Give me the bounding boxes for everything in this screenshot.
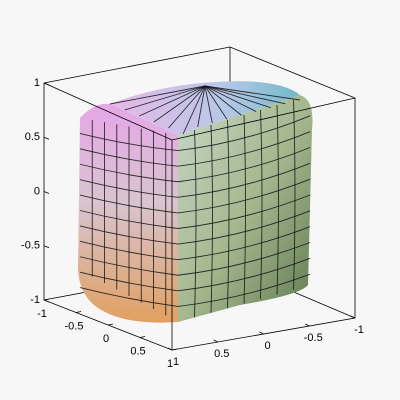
y-tick-label: 0.5 <box>214 348 229 360</box>
x-tick-label: -0.5 <box>65 320 84 332</box>
y-tick-label: -0.5 <box>304 332 323 344</box>
surface-left <box>78 103 178 323</box>
mesh-line <box>79 226 311 261</box>
mesh-line <box>124 85 206 111</box>
z-tick <box>43 299 50 303</box>
z-tick-label: -1 <box>30 294 40 306</box>
y-tick-label: -1 <box>354 324 364 336</box>
mesh-line <box>79 162 311 198</box>
mesh-line <box>79 257 311 292</box>
z-tick-label: -0.5 <box>21 240 40 252</box>
mesh-line <box>227 119 230 309</box>
mesh-line <box>168 85 206 129</box>
z-tick <box>43 245 50 249</box>
z-tick <box>43 191 50 194</box>
mesh-line <box>79 273 311 307</box>
mesh-line <box>204 85 271 109</box>
x-tick-label: 1 <box>167 358 173 370</box>
mesh-line <box>79 131 311 167</box>
mesh-line <box>109 85 206 105</box>
mesh-line <box>79 242 311 276</box>
z-tick <box>43 136 50 140</box>
mesh-line <box>204 85 213 124</box>
mesh-line <box>204 85 301 101</box>
y-tick <box>167 347 173 351</box>
x-tick-label: 0 <box>103 333 109 345</box>
x-tick <box>75 311 82 313</box>
mesh-line <box>79 147 311 183</box>
x-tick <box>107 323 114 326</box>
mesh-line <box>276 104 279 295</box>
mesh-line <box>79 194 311 229</box>
y-tick <box>213 339 218 343</box>
mesh-line <box>139 85 206 117</box>
y-tick-label: 0 <box>264 340 270 352</box>
x-tick-label: -1 <box>37 308 47 320</box>
mesh-line <box>210 124 213 313</box>
x-tick <box>171 348 178 351</box>
mesh-line <box>260 109 263 299</box>
mesh-line <box>204 85 257 112</box>
mesh-line <box>79 178 311 214</box>
mesh-line <box>204 85 228 120</box>
x-tick <box>43 298 50 301</box>
mesh-line <box>182 85 206 135</box>
y-tick-label: 1 <box>173 356 179 368</box>
y-tick <box>350 315 356 319</box>
y-tick <box>259 331 264 335</box>
mesh-line <box>79 115 311 152</box>
mesh-line <box>153 85 206 123</box>
z-tick <box>43 82 50 86</box>
x-tick-label: 0.5 <box>130 345 145 357</box>
mesh-line <box>197 85 206 128</box>
z-tick-label: 0.5 <box>25 131 40 143</box>
mesh-line <box>204 85 242 116</box>
y-tick <box>305 323 310 327</box>
mesh-line <box>204 85 286 105</box>
z-tick-label: 0 <box>34 185 40 197</box>
mesh-line <box>79 210 311 245</box>
x-tick <box>139 336 146 338</box>
z-tick-label: 1 <box>34 77 40 89</box>
mesh <box>79 85 311 318</box>
mesh-line <box>194 129 197 318</box>
